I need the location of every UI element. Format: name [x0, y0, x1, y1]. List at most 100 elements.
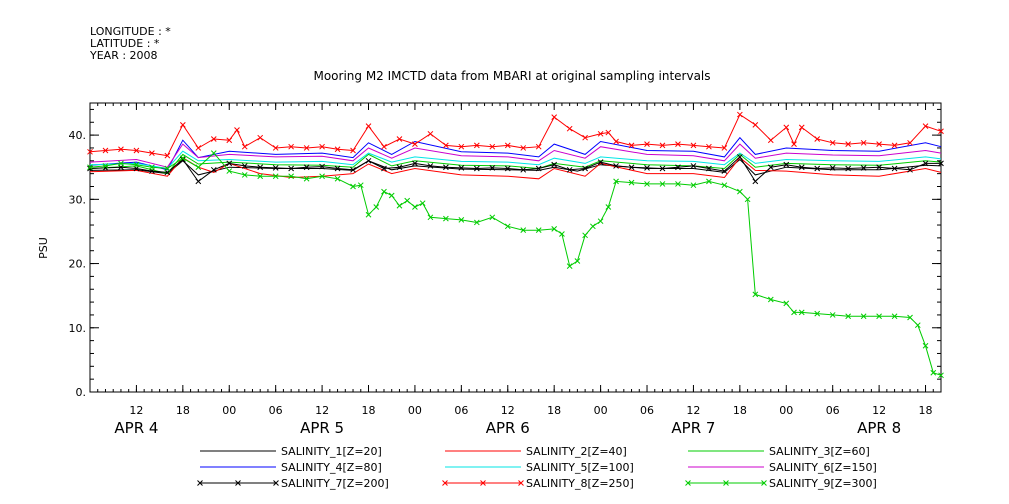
legend-item: SALINITY_5[Z=100] [445, 461, 634, 474]
series-9 [87, 150, 944, 379]
series-marker [605, 204, 612, 210]
series-marker [628, 142, 635, 149]
series-marker [597, 159, 604, 165]
series-marker [149, 164, 155, 171]
series-5 [89, 150, 942, 170]
series-marker [723, 480, 729, 486]
series-marker [876, 164, 882, 171]
series-marker [102, 147, 109, 154]
legend-item: SALINITY_9[Z=300] [685, 477, 877, 490]
series-marker [922, 123, 929, 129]
series-marker [480, 480, 486, 486]
series-marker [257, 164, 264, 171]
series-marker [613, 138, 619, 145]
series-marker [628, 179, 635, 186]
series-marker [644, 141, 650, 147]
series-marker [520, 166, 527, 173]
x-tick-label: 06 [454, 404, 468, 417]
series-marker [752, 178, 759, 185]
y-tick-label: 0. [76, 386, 87, 399]
series-marker [737, 111, 743, 118]
series-marker [845, 313, 852, 320]
series-marker [458, 217, 465, 223]
series-marker [118, 146, 124, 153]
series-marker [706, 165, 712, 172]
series-marker [210, 166, 217, 173]
series-marker [489, 214, 496, 221]
series-marker [783, 300, 790, 307]
series-marker [443, 215, 449, 222]
series-marker [752, 121, 759, 128]
series-6 [89, 143, 942, 168]
series-marker [798, 164, 805, 171]
series-marker [613, 178, 619, 185]
series-marker [241, 163, 248, 169]
series-marker [427, 130, 434, 137]
series-marker [149, 150, 155, 156]
x-tick-label: 18 [919, 404, 933, 417]
legend-label: SALINITY_5[Z=100] [526, 461, 634, 474]
series-marker [164, 152, 171, 159]
series-marker [783, 161, 790, 168]
series-marker [226, 168, 233, 174]
x-date-label: APR 4 [114, 419, 158, 437]
legend-label: SALINITY_1[Z=20] [281, 445, 382, 458]
series-marker [706, 143, 712, 150]
series-marker [373, 204, 380, 210]
series-marker [721, 168, 728, 174]
series-marker [412, 141, 418, 147]
x-tick-label: 18 [733, 404, 747, 417]
series-marker [518, 480, 524, 486]
x-date-label: APR 5 [300, 419, 344, 437]
series-marker [419, 200, 426, 207]
series-marker [365, 157, 372, 164]
series-marker [210, 136, 217, 142]
series-marker [412, 204, 418, 210]
series-marker [350, 183, 356, 190]
legend: SALINITY_1[Z=20] SALINITY_2[Z=40] SALINITY… [197, 445, 877, 490]
legend-item: SALINITY_2[Z=40] [445, 445, 627, 458]
x-tick-label: 12 [129, 404, 143, 417]
series-marker [235, 480, 241, 486]
series-marker [644, 165, 650, 171]
x-tick-label: 00 [408, 404, 422, 417]
x-date-label: APR 7 [671, 419, 715, 437]
series-marker [350, 166, 356, 173]
series-marker [876, 313, 882, 320]
series-marker [566, 166, 573, 173]
series-marker [458, 165, 465, 171]
series-marker [443, 142, 449, 149]
x-date-label: APR 8 [857, 419, 901, 437]
series-marker [690, 163, 697, 169]
series-marker [551, 226, 558, 232]
series-marker [690, 182, 697, 189]
legend-item: SALINITY_7[Z=200] [197, 477, 389, 490]
series-marker [761, 480, 767, 486]
series-marker [334, 146, 341, 153]
legend-item: SALINITY_1[Z=20] [200, 445, 382, 458]
series-marker [226, 160, 233, 167]
x-tick-label: 06 [640, 404, 654, 417]
series-marker [473, 142, 480, 149]
series-marker [767, 296, 774, 303]
series-marker [133, 161, 140, 168]
series-marker [458, 143, 465, 150]
legend-item: SALINITY_4[Z=80] [200, 461, 382, 474]
series-line [89, 156, 941, 183]
series-marker [690, 142, 697, 149]
series-marker [303, 145, 310, 151]
legend-label: SALINITY_8[Z=250] [526, 477, 634, 490]
series-marker [605, 129, 612, 136]
series-marker [319, 173, 325, 180]
series-marker [381, 188, 387, 195]
legend-label: SALINITY_6[Z=150] [769, 461, 877, 474]
series-marker [845, 141, 852, 147]
series-marker [195, 145, 202, 151]
y-tick-label: 40. [69, 129, 87, 142]
series-marker [907, 166, 913, 173]
y-tick-label: 10. [69, 322, 87, 335]
series-marker [767, 137, 774, 144]
series-marker [860, 139, 867, 146]
series-marker [87, 164, 93, 171]
